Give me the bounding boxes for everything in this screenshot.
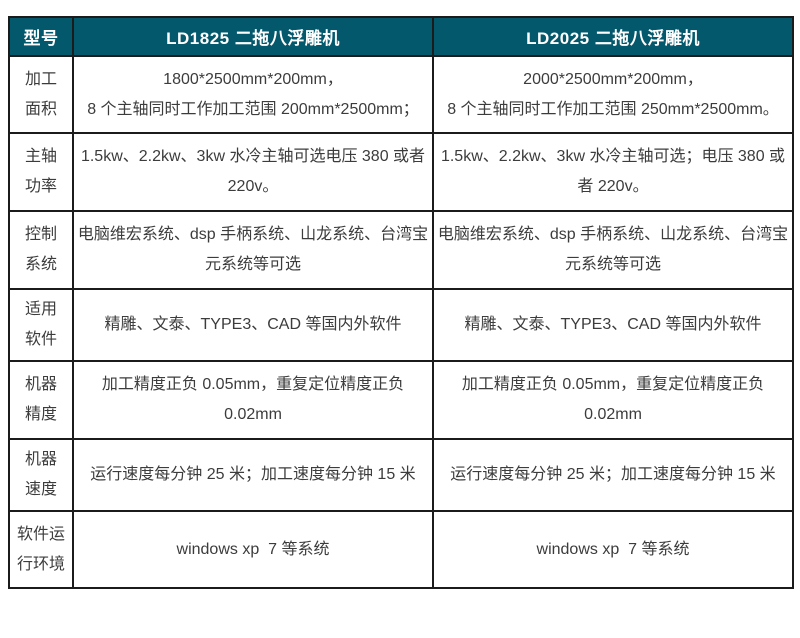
row-precision: 机器 精度 加工精度正负 0.05mm，重复定位精度正负 0.02mm 加工精度… [8, 360, 794, 440]
cell-precision-ld2025: 加工精度正负 0.05mm，重复定位精度正负 0.02mm [432, 360, 794, 440]
row-os-environment: 软件运 行环境 windows xp 7 等系统 windows xp 7 等系… [8, 510, 794, 589]
row-processing-area: 加工 面积 1800*2500mm*200mm， 8 个主轴同时工作加工范围 2… [8, 55, 794, 134]
row-label-control-system: 控制 系统 [8, 210, 74, 290]
cell-speed-ld2025: 运行速度每分钟 25 米；加工速度每分钟 15 米 [432, 438, 794, 512]
header-ld2025: LD2025 二拖八浮雕机 [432, 16, 794, 57]
row-speed: 机器 速度 运行速度每分钟 25 米；加工速度每分钟 15 米 运行速度每分钟 … [8, 438, 794, 512]
cell-processing-area-ld2025: 2000*2500mm*200mm， 8 个主轴同时工作加工范围 250mm*2… [432, 55, 794, 134]
cell-processing-area-ld1825: 1800*2500mm*200mm， 8 个主轴同时工作加工范围 200mm*2… [72, 55, 434, 134]
row-label-spindle-power: 主轴 功率 [8, 132, 74, 212]
cell-os-environment-ld2025: windows xp 7 等系统 [432, 510, 794, 589]
cell-precision-ld1825: 加工精度正负 0.05mm，重复定位精度正负 0.02mm [72, 360, 434, 440]
header-ld1825: LD1825 二拖八浮雕机 [72, 16, 434, 57]
row-label-speed: 机器 速度 [8, 438, 74, 512]
cell-speed-ld1825: 运行速度每分钟 25 米；加工速度每分钟 15 米 [72, 438, 434, 512]
cell-spindle-power-ld2025: 1.5kw、2.2kw、3kw 水冷主轴可选；电压 380 或者 220v。 [432, 132, 794, 212]
row-label-software: 适用 软件 [8, 288, 74, 362]
cell-spindle-power-ld1825: 1.5kw、2.2kw、3kw 水冷主轴可选电压 380 或者 220v。 [72, 132, 434, 212]
header-model-label: 型号 [8, 16, 74, 57]
row-control-system: 控制 系统 电脑维宏系统、dsp 手柄系统、山龙系统、台湾宝元系统等可选 电脑维… [8, 210, 794, 290]
cell-software-ld1825: 精雕、文泰、TYPE3、CAD 等国内外软件 [72, 288, 434, 362]
row-label-os-environment: 软件运 行环境 [8, 510, 74, 589]
cell-control-system-ld1825: 电脑维宏系统、dsp 手柄系统、山龙系统、台湾宝元系统等可选 [72, 210, 434, 290]
header-row: 型号 LD1825 二拖八浮雕机 LD2025 二拖八浮雕机 [8, 16, 794, 57]
cell-control-system-ld2025: 电脑维宏系统、dsp 手柄系统、山龙系统、台湾宝元系统等可选 [432, 210, 794, 290]
row-label-precision: 机器 精度 [8, 360, 74, 440]
row-software: 适用 软件 精雕、文泰、TYPE3、CAD 等国内外软件 精雕、文泰、TYPE3… [8, 288, 794, 362]
row-label-processing-area: 加工 面积 [8, 55, 74, 134]
cell-software-ld2025: 精雕、文泰、TYPE3、CAD 等国内外软件 [432, 288, 794, 362]
machine-spec-table: 型号 LD1825 二拖八浮雕机 LD2025 二拖八浮雕机 加工 面积 180… [8, 16, 794, 589]
cell-os-environment-ld1825: windows xp 7 等系统 [72, 510, 434, 589]
row-spindle-power: 主轴 功率 1.5kw、2.2kw、3kw 水冷主轴可选电压 380 或者 22… [8, 132, 794, 212]
